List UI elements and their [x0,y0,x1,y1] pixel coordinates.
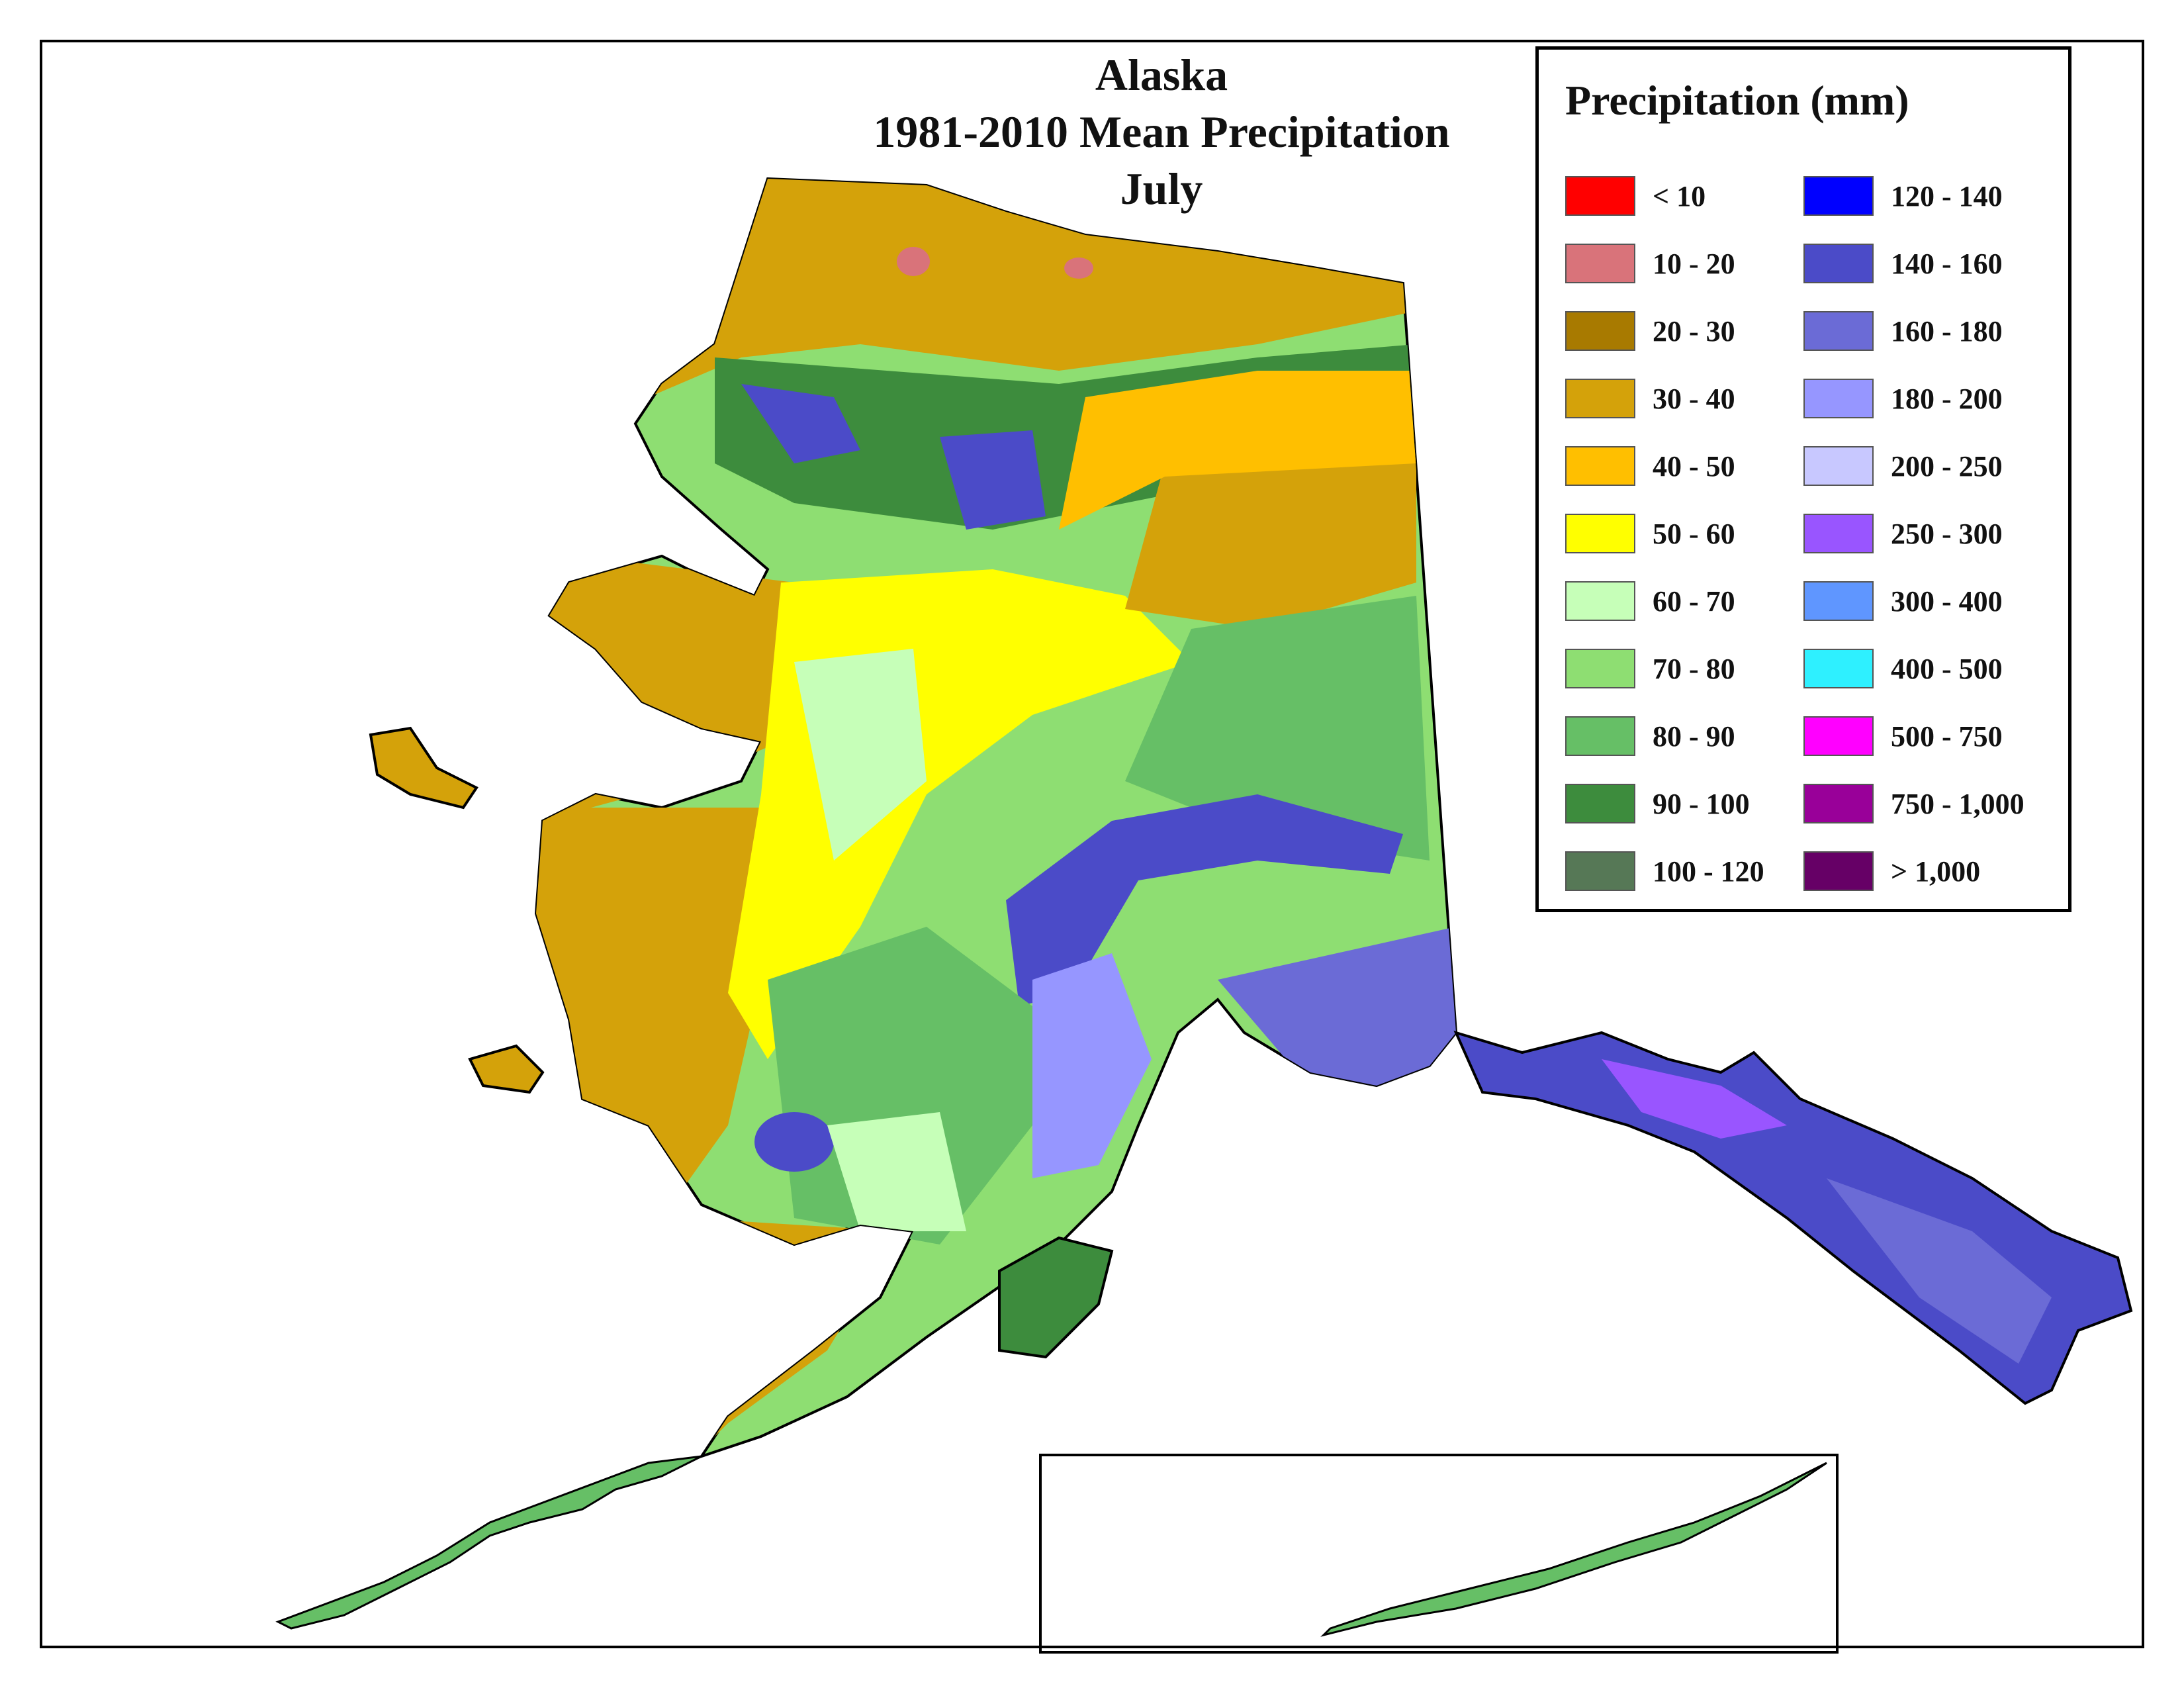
legend-swatch [1565,716,1635,756]
legend-swatch [1803,311,1874,351]
legend-label: > 1,000 [1891,855,1981,888]
legend-swatch [1803,176,1874,216]
legend-label: 60 - 70 [1653,585,1735,618]
legend-label: 300 - 400 [1891,585,2003,618]
legend-label: 50 - 60 [1653,517,1735,550]
legend-title: Precipitation (mm) [1565,77,1909,124]
legend-swatch [1565,176,1635,216]
legend-column-left: < 10 10 - 20 20 - 30 30 - 40 40 - 50 50 - 60 6… [1565,162,1764,905]
legend-item: 30 - 40 [1565,365,1764,432]
zone-brooks-high-2 [940,430,1046,530]
legend-column-right: 120 - 140 140 - 160 160 - 180 180 - 200 200 … [1803,162,2025,905]
legend-label: 40 - 50 [1653,449,1735,483]
legend-item: 180 - 200 [1803,365,2025,432]
map-title: Alaska 1981-2010 Mean Precipitation July [761,46,1562,217]
legend-swatch [1803,716,1874,756]
legend-label: 250 - 300 [1891,517,2003,550]
zone-alaska-range [1006,794,1403,1006]
legend-item: > 1,000 [1803,837,2025,905]
legend-label: 90 - 100 [1653,787,1750,820]
legend-item: 90 - 100 [1565,770,1764,837]
map-frame [40,40,2144,1648]
legend-item: 120 - 140 [1803,162,2025,230]
legend-item: 80 - 90 [1565,702,1764,770]
legend-item: 140 - 160 [1803,230,2025,297]
zone-kenai [1032,953,1152,1178]
aleutian-inset-frame [1039,1454,1839,1654]
aleutian-islands [275,1455,702,1630]
legend-label: 30 - 40 [1653,382,1735,415]
legend-item: 70 - 80 [1565,635,1764,702]
legend-swatch [1803,851,1874,891]
legend: Precipitation (mm) < 10 10 - 20 20 - 30 30 … [1535,46,2071,912]
legend-swatch [1803,581,1874,621]
legend-swatch [1565,446,1635,486]
zone-southwest-wet [754,1112,834,1172]
zone-east-green [1125,596,1430,861]
zone-brooks-high [741,384,860,463]
legend-item: 250 - 300 [1803,500,2025,567]
legend-item: 750 - 1,000 [1803,770,2025,837]
legend-label: 200 - 250 [1891,449,2003,483]
panhandle-coast-wet [1827,1178,2052,1364]
legend-item: 100 - 120 [1565,837,1764,905]
legend-swatch [1803,379,1874,418]
legend-label: 20 - 30 [1653,314,1735,348]
legend-swatch [1565,649,1635,688]
title-line-month: July [1120,164,1203,214]
legend-label: 100 - 120 [1653,855,1764,888]
legend-item: 160 - 180 [1803,297,2025,365]
legend-swatch [1565,379,1635,418]
legend-label: 160 - 180 [1891,314,2003,348]
st-lawrence-island [369,726,478,810]
legend-swatch [1803,446,1874,486]
zone-interior-light [794,649,927,861]
legend-item: 10 - 20 [1565,230,1764,297]
legend-label: 400 - 500 [1891,652,2003,685]
legend-swatch [1565,244,1635,283]
legend-item: 20 - 30 [1565,297,1764,365]
legend-item: 60 - 70 [1565,567,1764,635]
title-line-subject: 1981-2010 Mean Precipitation [873,107,1450,157]
kodiak-island [998,1236,1114,1359]
zone-north-dry [897,247,930,276]
legend-item: 50 - 60 [1565,500,1764,567]
legend-label: < 10 [1653,179,1706,212]
legend-label: 140 - 160 [1891,247,2003,280]
legend-item: 40 - 50 [1565,432,1764,500]
legend-swatch [1803,649,1874,688]
zone-north-dry-2 [1064,258,1093,279]
southeast-panhandle [1453,1030,2133,1405]
zone-east-interior-dry [1125,450,1416,629]
panhandle-icefield [1602,1059,1787,1139]
nunivak-island [468,1044,545,1094]
zone-bristol-bay [827,1112,966,1231]
legend-item: 200 - 250 [1803,432,2025,500]
legend-label: 120 - 140 [1891,179,2003,212]
legend-label: 180 - 200 [1891,382,2003,415]
aleutian-islands-west [1320,1462,1827,1637]
legend-label: 10 - 20 [1653,247,1735,280]
legend-item: < 10 [1565,162,1764,230]
legend-label: 500 - 750 [1891,720,2003,753]
legend-swatch [1803,784,1874,823]
legend-swatch [1565,311,1635,351]
legend-item: 400 - 500 [1803,635,2025,702]
legend-label: 70 - 80 [1653,652,1735,685]
title-line-region: Alaska [1095,50,1228,100]
zone-southwest-green [768,927,1032,1244]
legend-item: 300 - 400 [1803,567,2025,635]
zone-chugach [1218,927,1456,1086]
legend-swatch [1803,514,1874,553]
zone-east-interior-yellow [1059,371,1416,530]
legend-label: 750 - 1,000 [1891,787,2025,820]
legend-swatch [1565,581,1635,621]
legend-swatch [1565,784,1635,823]
legend-swatch [1803,244,1874,283]
legend-swatch [1565,514,1635,553]
legend-label: 80 - 90 [1653,720,1735,753]
legend-swatch [1565,851,1635,891]
legend-item: 500 - 750 [1803,702,2025,770]
